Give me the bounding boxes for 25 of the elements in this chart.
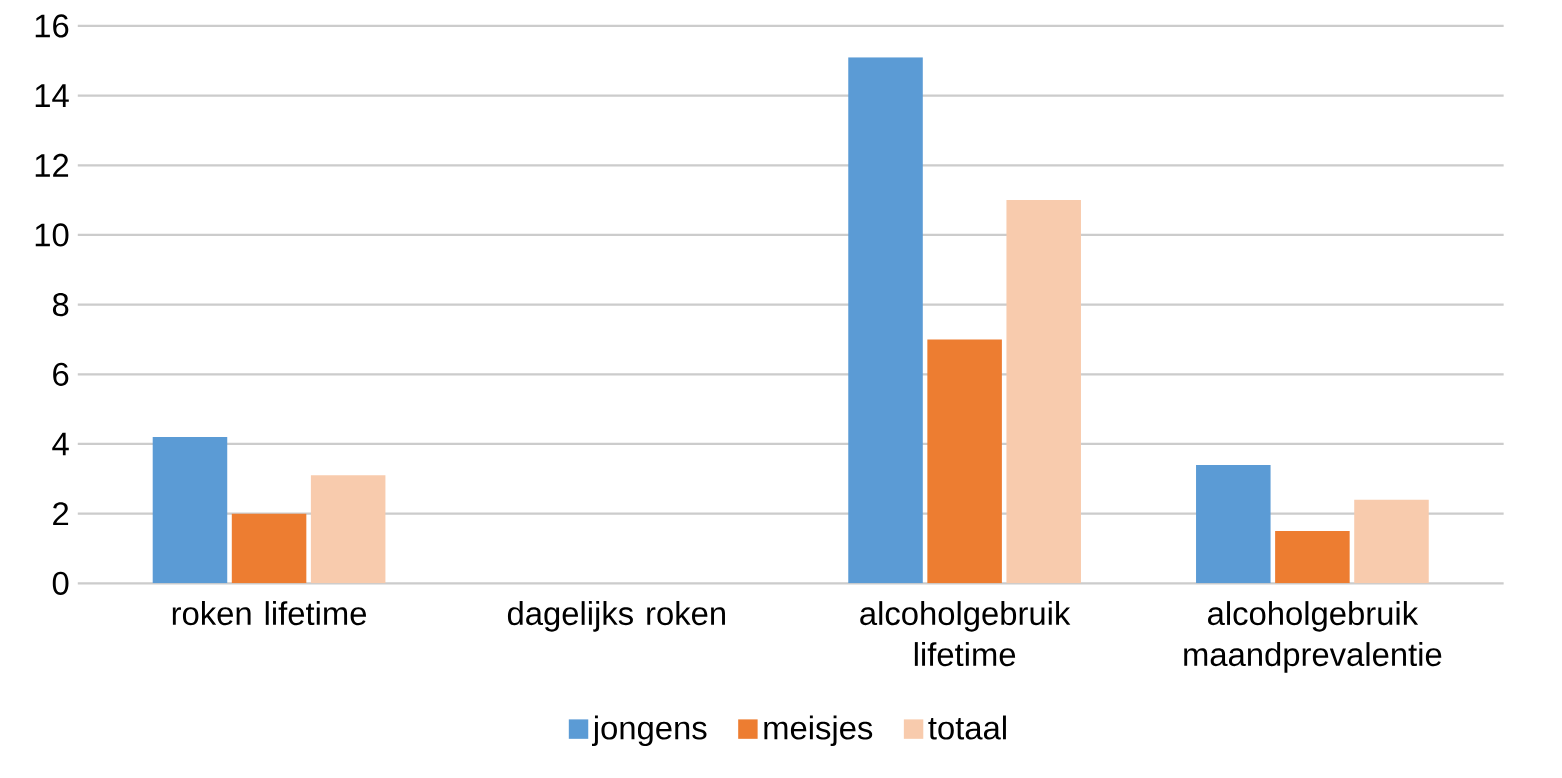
y-tick-label: 2	[53, 502, 69, 526]
bar	[848, 57, 923, 584]
legend-label: totaal	[928, 715, 1006, 740]
legend-label: meisjes	[764, 715, 873, 747]
y-tick-label: 10	[35, 223, 69, 247]
legend-label: jongens	[592, 715, 707, 747]
bar	[1354, 499, 1429, 584]
y-tick-label: 4	[52, 432, 69, 456]
bar	[1196, 465, 1271, 584]
y-tick-label: 16	[35, 14, 69, 38]
y-tick-label: 14	[35, 84, 69, 108]
y-tick-label: 0	[52, 571, 69, 596]
bar	[231, 513, 307, 584]
bar	[1275, 531, 1350, 584]
x-tick-label: alcoholgebruik lifetime	[860, 601, 1071, 667]
y-tick-label: 6	[53, 362, 69, 387]
x-tick-label: roken lifetime	[172, 601, 367, 626]
bar	[152, 437, 228, 584]
bar	[1006, 200, 1081, 584]
y-tick-label: 8	[52, 293, 69, 317]
bar	[927, 339, 1002, 584]
y-tick-label: 12	[35, 153, 69, 177]
x-tick-label: alcoholgebruik maandprevalentie	[1184, 601, 1442, 673]
bar	[310, 475, 386, 584]
x-tick-label: dagelijks roken	[507, 601, 725, 632]
